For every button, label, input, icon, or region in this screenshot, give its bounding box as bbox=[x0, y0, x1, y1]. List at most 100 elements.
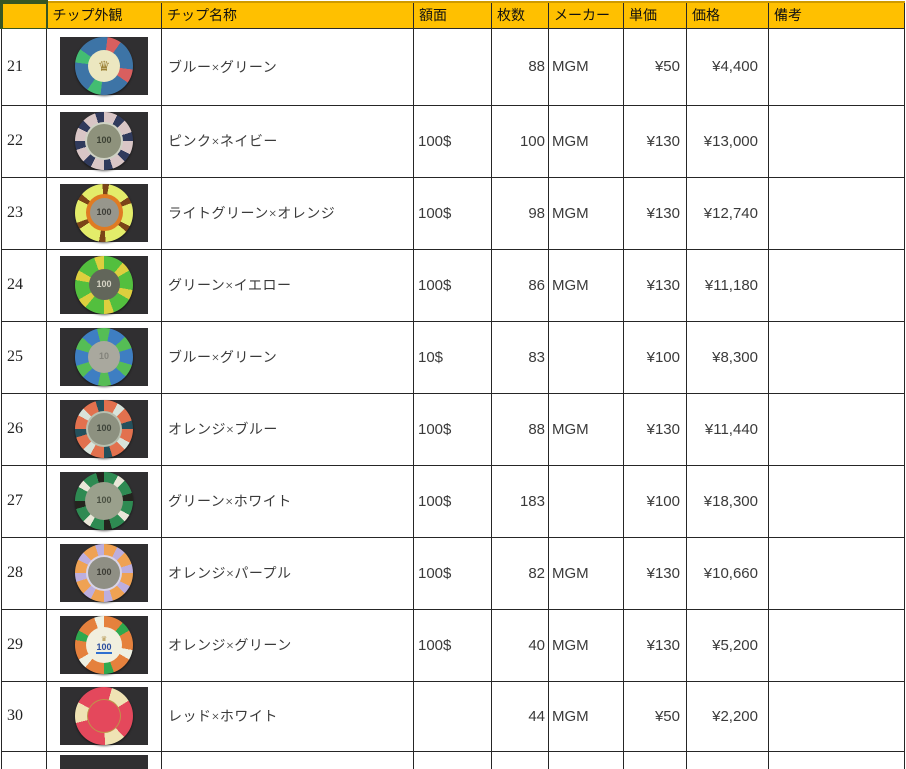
denomination-cell[interactable]: 100$ bbox=[413, 536, 492, 610]
remarks-cell[interactable] bbox=[768, 248, 905, 322]
unit-price-cell[interactable]: ¥100 bbox=[623, 320, 687, 394]
price-cell[interactable]: ¥13,000 bbox=[686, 104, 769, 178]
quantity-cell[interactable]: 86 bbox=[491, 248, 549, 322]
maker-cell[interactable]: MGM bbox=[548, 27, 624, 106]
quantity-cell[interactable]: 98 bbox=[491, 176, 549, 250]
remarks-cell[interactable] bbox=[768, 750, 905, 769]
price-cell[interactable]: ¥10,660 bbox=[686, 536, 769, 610]
row-number-cell[interactable]: 24 bbox=[1, 248, 47, 322]
unit-price-cell[interactable]: ¥130 bbox=[623, 608, 687, 682]
quantity-cell[interactable]: 83 bbox=[491, 320, 549, 394]
col-header-maker[interactable]: メーカー bbox=[548, 1, 624, 29]
unit-price-cell[interactable]: ¥50 bbox=[623, 680, 687, 752]
chip-photo-cell[interactable]: 100 bbox=[46, 536, 162, 610]
remarks-cell[interactable] bbox=[768, 176, 905, 250]
denomination-cell[interactable] bbox=[413, 750, 492, 769]
chip-photo-cell[interactable] bbox=[46, 680, 162, 752]
price-cell[interactable]: ¥11,180 bbox=[686, 248, 769, 322]
chip-photo-cell[interactable]: 100 bbox=[46, 392, 162, 466]
denomination-cell[interactable]: 100$ bbox=[413, 248, 492, 322]
chip-name-cell[interactable]: ブルー×グリーン bbox=[161, 320, 414, 394]
remarks-cell[interactable] bbox=[768, 104, 905, 178]
maker-cell[interactable]: MGM bbox=[548, 248, 624, 322]
remarks-cell[interactable] bbox=[768, 680, 905, 752]
row-number-cell[interactable]: 25 bbox=[1, 320, 47, 394]
denomination-cell[interactable] bbox=[413, 27, 492, 106]
col-header-chip-appearance[interactable]: チップ外観 bbox=[46, 1, 162, 29]
chip-photo-cell[interactable]: 100 bbox=[46, 464, 162, 538]
col-header-price[interactable]: 価格 bbox=[686, 1, 769, 29]
maker-cell[interactable] bbox=[548, 464, 624, 538]
price-cell[interactable]: ¥12,740 bbox=[686, 176, 769, 250]
corner-cell[interactable] bbox=[0, 0, 48, 29]
row-number-cell[interactable]: 26 bbox=[1, 392, 47, 466]
unit-price-cell[interactable]: ¥50 bbox=[623, 27, 687, 106]
chip-name-cell[interactable]: ブルー×グリーン bbox=[161, 27, 414, 106]
col-header-remarks[interactable]: 備考 bbox=[768, 1, 905, 29]
maker-cell[interactable]: MGM bbox=[548, 680, 624, 752]
row-number-cell[interactable]: 27 bbox=[1, 464, 47, 538]
unit-price-cell[interactable]: ¥130 bbox=[623, 176, 687, 250]
maker-cell[interactable]: MGM bbox=[548, 392, 624, 466]
chip-name-cell[interactable]: オレンジ×グリーン bbox=[161, 608, 414, 682]
price-cell[interactable]: ¥18,300 bbox=[686, 464, 769, 538]
denomination-cell[interactable]: 100$ bbox=[413, 176, 492, 250]
col-header-quantity[interactable]: 枚数 bbox=[491, 1, 549, 29]
quantity-cell[interactable] bbox=[491, 750, 549, 769]
unit-price-cell[interactable] bbox=[623, 750, 687, 769]
quantity-cell[interactable]: 100 bbox=[491, 104, 549, 178]
chip-photo-cell[interactable] bbox=[46, 750, 162, 769]
quantity-cell[interactable]: 82 bbox=[491, 536, 549, 610]
chip-name-cell[interactable]: レッド×ホワイト bbox=[161, 680, 414, 752]
quantity-cell[interactable]: 44 bbox=[491, 680, 549, 752]
chip-name-cell[interactable]: オレンジ×パープル bbox=[161, 536, 414, 610]
chip-photo-cell[interactable]: ♛ bbox=[46, 27, 162, 106]
remarks-cell[interactable] bbox=[768, 464, 905, 538]
denomination-cell[interactable]: 100$ bbox=[413, 608, 492, 682]
denomination-cell[interactable]: 100$ bbox=[413, 464, 492, 538]
unit-price-cell[interactable]: ¥130 bbox=[623, 392, 687, 466]
chip-name-cell[interactable]: オレンジ×ブルー bbox=[161, 392, 414, 466]
chip-name-cell[interactable]: グリーン×ホワイト bbox=[161, 464, 414, 538]
maker-cell[interactable]: MGM bbox=[548, 176, 624, 250]
price-cell[interactable]: ¥8,300 bbox=[686, 320, 769, 394]
unit-price-cell[interactable]: ¥130 bbox=[623, 536, 687, 610]
col-header-unit-price[interactable]: 単価 bbox=[623, 1, 687, 29]
denomination-cell[interactable]: 100$ bbox=[413, 104, 492, 178]
row-number-cell[interactable]: 30 bbox=[1, 680, 47, 752]
remarks-cell[interactable] bbox=[768, 27, 905, 106]
chip-name-cell[interactable]: ライトグリーン×オレンジ bbox=[161, 176, 414, 250]
chip-photo-cell[interactable]: 100 bbox=[46, 248, 162, 322]
price-cell[interactable]: ¥5,200 bbox=[686, 608, 769, 682]
col-header-denomination[interactable]: 額面 bbox=[413, 1, 492, 29]
row-number-cell[interactable] bbox=[1, 750, 47, 769]
maker-cell[interactable]: MGM bbox=[548, 104, 624, 178]
unit-price-cell[interactable]: ¥100 bbox=[623, 464, 687, 538]
remarks-cell[interactable] bbox=[768, 536, 905, 610]
remarks-cell[interactable] bbox=[768, 392, 905, 466]
price-cell[interactable] bbox=[686, 750, 769, 769]
chip-name-cell[interactable]: グリーン×イエロー bbox=[161, 248, 414, 322]
remarks-cell[interactable] bbox=[768, 608, 905, 682]
chip-photo-cell[interactable]: 100 bbox=[46, 104, 162, 178]
row-number-cell[interactable]: 23 bbox=[1, 176, 47, 250]
chip-name-cell[interactable]: ピンク×ネイビー bbox=[161, 104, 414, 178]
chip-photo-cell[interactable]: 10 bbox=[46, 320, 162, 394]
row-number-cell[interactable]: 21 bbox=[1, 27, 47, 106]
maker-cell[interactable]: MGM bbox=[548, 608, 624, 682]
denomination-cell[interactable]: 100$ bbox=[413, 392, 492, 466]
quantity-cell[interactable]: 88 bbox=[491, 27, 549, 106]
remarks-cell[interactable] bbox=[768, 320, 905, 394]
unit-price-cell[interactable]: ¥130 bbox=[623, 248, 687, 322]
maker-cell[interactable] bbox=[548, 320, 624, 394]
quantity-cell[interactable]: 40 bbox=[491, 608, 549, 682]
price-cell[interactable]: ¥2,200 bbox=[686, 680, 769, 752]
chip-photo-cell[interactable]: 100 bbox=[46, 176, 162, 250]
chip-photo-cell[interactable]: ♛ 100 bbox=[46, 608, 162, 682]
maker-cell[interactable] bbox=[548, 750, 624, 769]
denomination-cell[interactable] bbox=[413, 680, 492, 752]
row-number-cell[interactable]: 22 bbox=[1, 104, 47, 178]
chip-name-cell[interactable] bbox=[161, 750, 414, 769]
quantity-cell[interactable]: 88 bbox=[491, 392, 549, 466]
col-header-chip-name[interactable]: チップ名称 bbox=[161, 1, 414, 29]
